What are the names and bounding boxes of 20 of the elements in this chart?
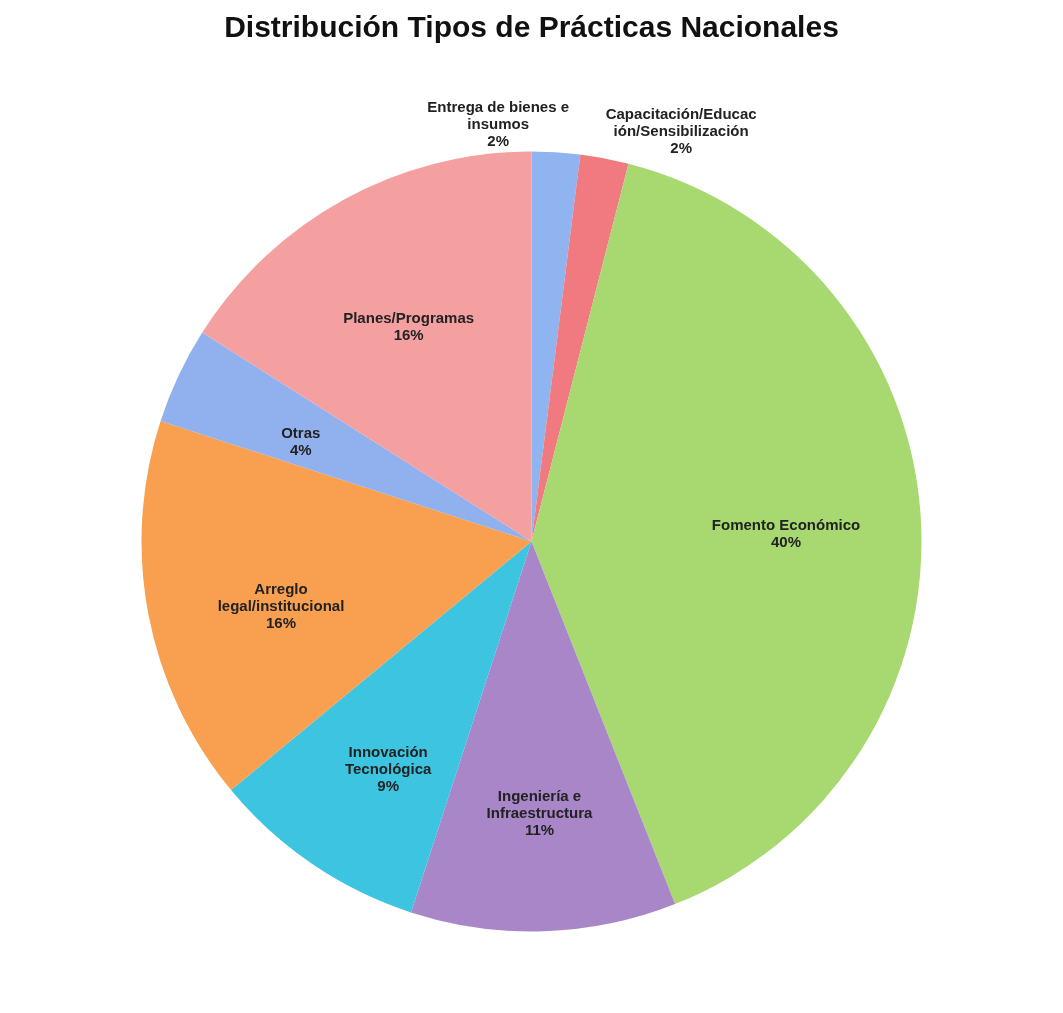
slice-label: Innovación Tecnológica [344, 743, 433, 778]
slice-label: Arreglo legal/institucional [217, 580, 345, 615]
pie-slice [142, 420, 532, 791]
slice-label: Capacitación/Educación/Sensibilización [605, 105, 757, 140]
slice-label: Otras [281, 423, 321, 441]
slice-label: Planes/Programas [343, 309, 475, 327]
data-label: 2% [487, 132, 510, 150]
data-label: 40% [770, 533, 802, 551]
data-label: 2% [670, 139, 692, 157]
slice-label: Fomento Económico [711, 516, 861, 534]
data-label: 4% [289, 440, 312, 458]
slice-label: Entrega de bienes e insumos [427, 98, 570, 133]
data-label: 11% [524, 821, 555, 839]
pie-slice [160, 332, 532, 542]
data-label: 16% [393, 326, 424, 344]
pie-slice [202, 151, 532, 542]
chart-title: Distribución Tipos de Prácticas Nacionales [224, 10, 839, 43]
data-label: 9% [377, 777, 400, 795]
data-label: 16% [266, 614, 297, 632]
slice-label: Ingeniería e Infraestructura [486, 787, 594, 822]
